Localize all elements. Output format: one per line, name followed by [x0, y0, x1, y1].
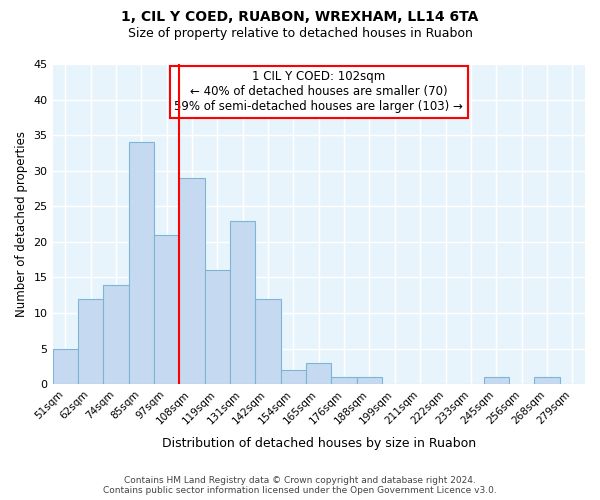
- Bar: [179, 178, 205, 384]
- Bar: [53, 348, 78, 384]
- Y-axis label: Number of detached properties: Number of detached properties: [15, 131, 28, 317]
- Bar: [78, 299, 103, 384]
- Text: 1 CIL Y COED: 102sqm
← 40% of detached houses are smaller (70)
59% of semi-detac: 1 CIL Y COED: 102sqm ← 40% of detached h…: [175, 70, 463, 114]
- Bar: [154, 235, 179, 384]
- Text: Contains HM Land Registry data © Crown copyright and database right 2024.
Contai: Contains HM Land Registry data © Crown c…: [103, 476, 497, 495]
- Text: Size of property relative to detached houses in Ruabon: Size of property relative to detached ho…: [128, 28, 472, 40]
- X-axis label: Distribution of detached houses by size in Ruabon: Distribution of detached houses by size …: [162, 437, 476, 450]
- Bar: [306, 363, 331, 384]
- Bar: [357, 377, 382, 384]
- Bar: [205, 270, 230, 384]
- Bar: [128, 142, 154, 384]
- Bar: [256, 299, 281, 384]
- Bar: [534, 377, 560, 384]
- Bar: [230, 220, 256, 384]
- Bar: [331, 377, 357, 384]
- Bar: [281, 370, 306, 384]
- Text: 1, CIL Y COED, RUABON, WREXHAM, LL14 6TA: 1, CIL Y COED, RUABON, WREXHAM, LL14 6TA: [121, 10, 479, 24]
- Bar: [484, 377, 509, 384]
- Bar: [103, 284, 128, 384]
